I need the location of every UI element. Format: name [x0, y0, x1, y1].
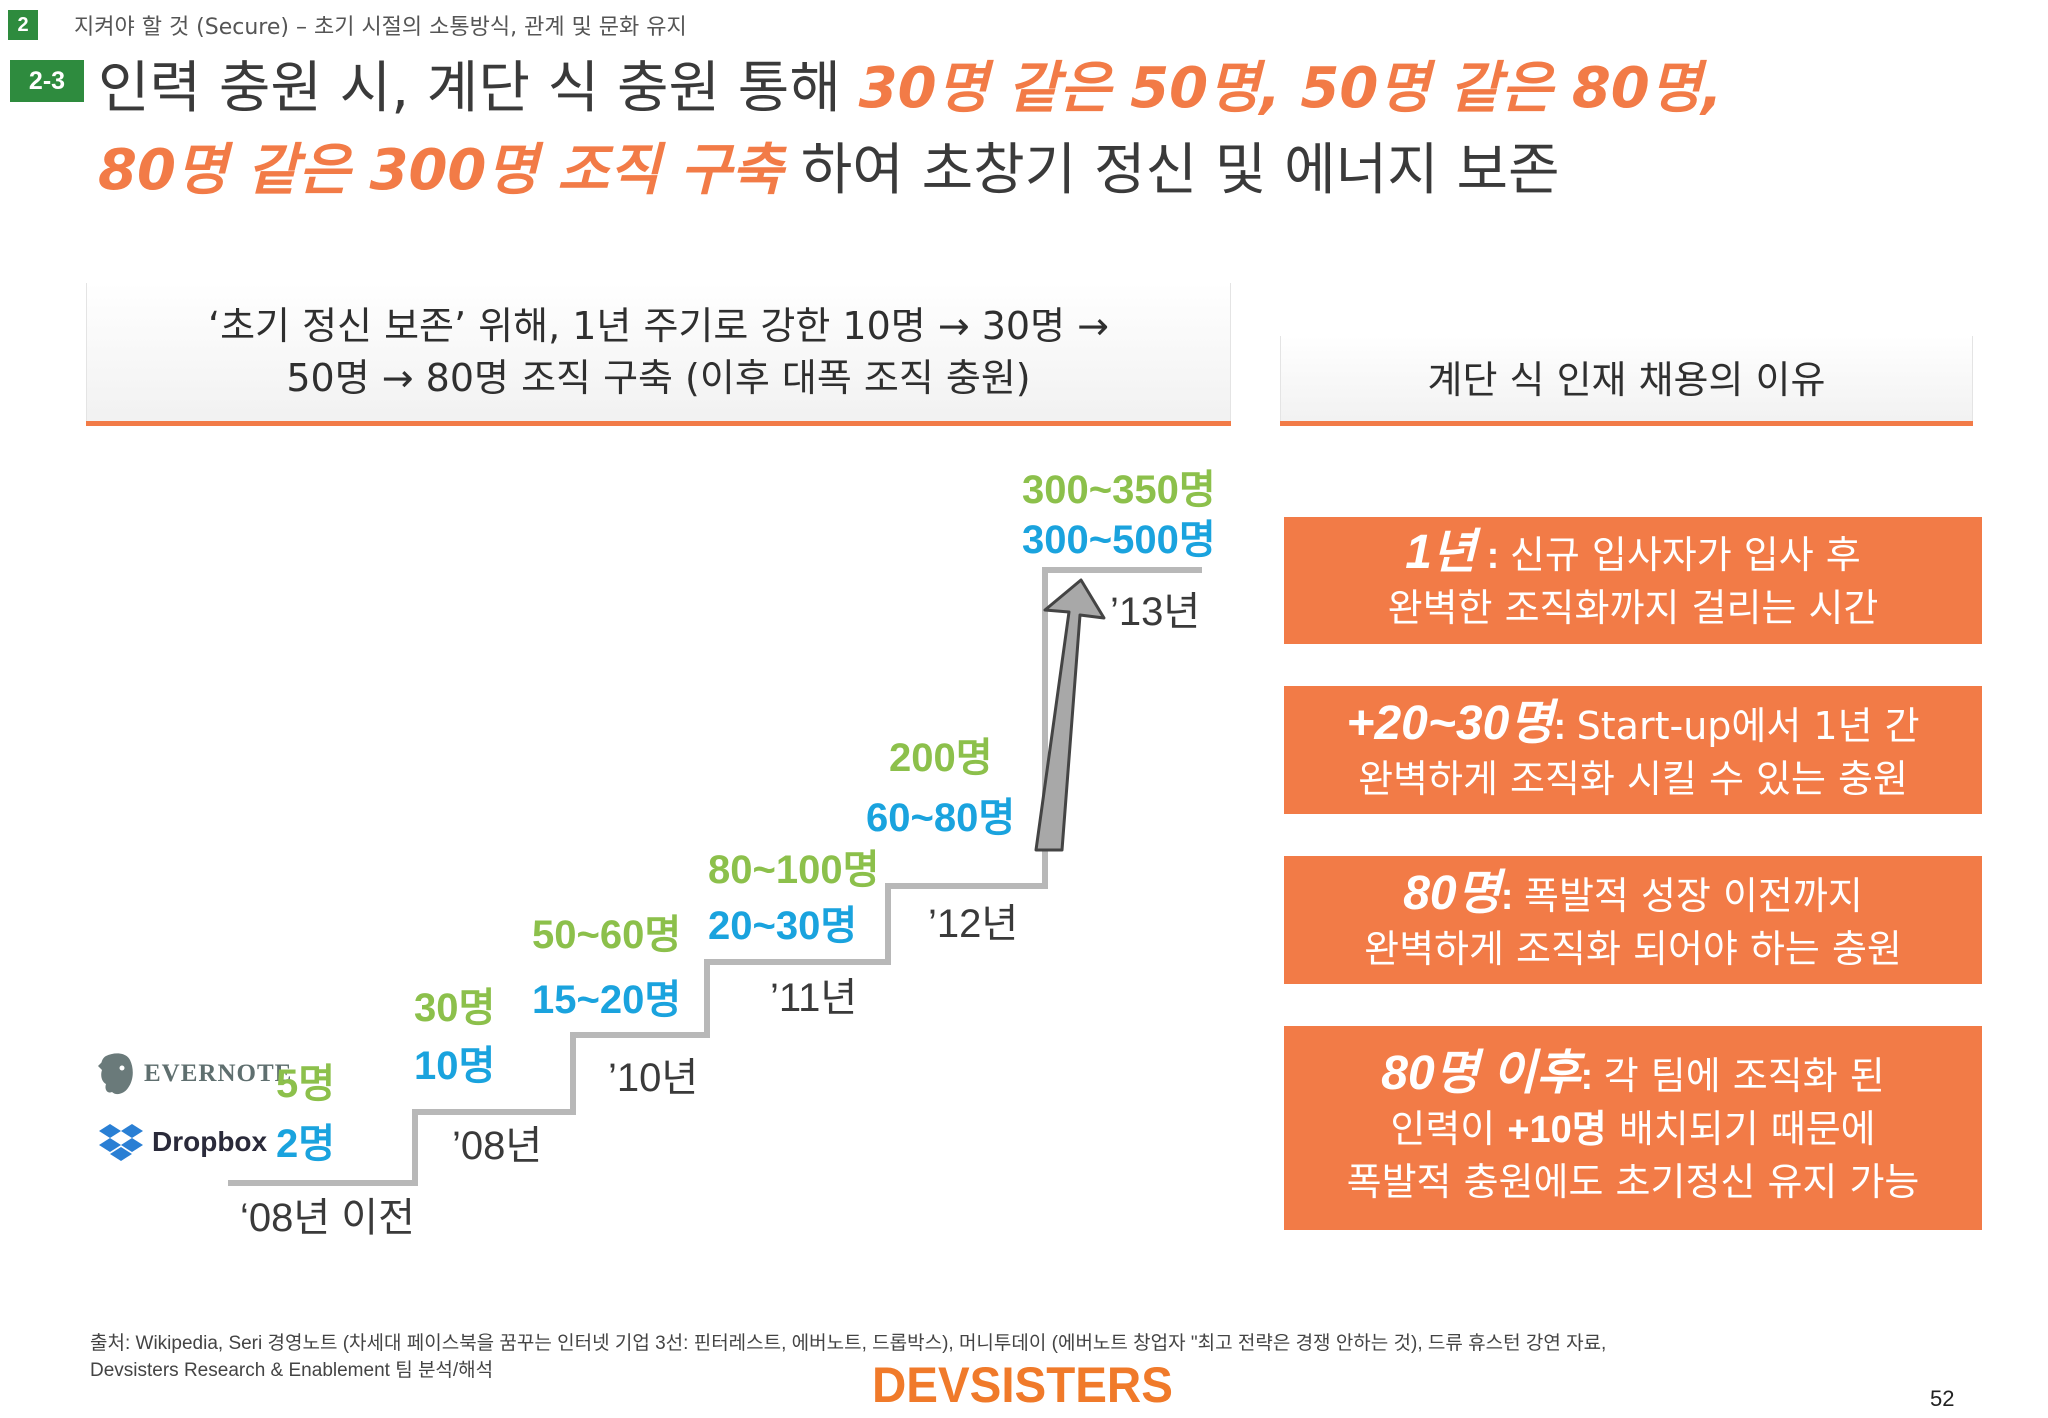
right-panel-heading-box	[1280, 336, 1973, 426]
title-line2-highlight: 80명 같은 300명 조직 구축	[98, 138, 783, 203]
reason4-text-3: 폭발적 충원에도 초기정신 유지 가능	[1346, 1160, 1920, 1204]
title-line-2: 80명 같은 300명 조직 구축 하여 초창기 정신 및 에너지 보존	[98, 130, 1998, 212]
source-line-2: Devsisters Research & Enablement 팀 분석/해석	[90, 1360, 494, 1381]
step5-evernote-count: 300~350명	[1022, 468, 1216, 512]
reason1-key: 1년	[1405, 526, 1477, 579]
right-panel-underline	[1280, 421, 1973, 426]
page-number: 52	[1930, 1386, 1955, 1411]
breadcrumb: 지켜야 할 것 (Secure) – 초기 시절의 소통방식, 관계 및 문화 …	[74, 15, 687, 40]
title-line1-plain: 인력 충원 시, 계단 식 충원 통해	[98, 56, 859, 121]
dropbox-box-icon	[99, 1124, 143, 1161]
source-line-1: 출처: Wikipedia, Seri 경영노트 (차세대 페이스북을 꿈꾸는 …	[90, 1333, 1607, 1354]
step5-year: ’13년	[1110, 590, 1201, 634]
reason3-separator: :	[1500, 876, 1524, 918]
evernote-logo-text: EVERNOTE	[144, 1060, 293, 1087]
source-note: 출처: Wikipedia, Seri 경영노트 (차세대 페이스북을 꿈꾸는 …	[90, 1330, 1950, 1384]
reason2-separator: :	[1553, 706, 1577, 748]
step4-year: ’12년	[928, 902, 1019, 946]
reason-box-1: 1년 : 신규 입사자가 입사 후 완벽한 조직화까지 걸리는 시간	[1284, 517, 1982, 644]
reason3-text-2: 완벽하게 조직화 되어야 하는 충원	[1364, 927, 1902, 971]
left-panel-heading: ‘초기 정신 보존’ 위해, 1년 주기로 강한 10명 → 30명 → 50명…	[86, 300, 1231, 404]
evernote-elephant-icon	[98, 1053, 133, 1095]
title-line-1: 인력 충원 시, 계단 식 충원 통해 30명 같은 50명, 50명 같은 8…	[98, 48, 1998, 130]
step4-evernote-count: 200명	[889, 736, 993, 780]
reason2-text-2: 완벽하게 조직화 시킬 수 있는 충원	[1358, 757, 1908, 801]
reason4-text-2a: 인력이	[1390, 1107, 1508, 1151]
reason4-text-2b: +10명	[1507, 1109, 1607, 1151]
dropbox-logo-text: Dropbox	[152, 1126, 268, 1157]
reason-box-4: 80명 이후: 각 팀에 조직화 된 인력이 +10명 배치되기 때문에 폭발적…	[1284, 1026, 1982, 1230]
reason4-line-1: 80명 이후: 각 팀에 조직화 된	[1284, 1048, 1982, 1103]
reason1-text-1: 신규 입사자가 입사 후	[1509, 533, 1861, 577]
dropbox-logo: Dropbox	[98, 1122, 267, 1162]
reason4-text-2c: 배치되기 때문에	[1606, 1107, 1876, 1151]
reason3-line-1: 80명: 폭발적 성장 이전까지	[1284, 868, 1982, 923]
reason4-key: 80명 이후	[1381, 1047, 1581, 1100]
step5-dropbox-count: 300~500명	[1022, 518, 1216, 562]
reason1-separator: :	[1476, 535, 1510, 577]
reason1-line-1: 1년 : 신규 입사자가 입사 후	[1284, 527, 1982, 582]
brand-logo: DEVSISTERS	[872, 1357, 1173, 1413]
reason2-text-1: Start-up에서 1년 간	[1576, 704, 1920, 748]
reason2-line-1: +20~30명: Start-up에서 1년 간	[1284, 698, 1982, 753]
reason4-line-2: 인력이 +10명 배치되기 때문에	[1284, 1103, 1982, 1156]
page-title: 인력 충원 시, 계단 식 충원 통해 30명 같은 50명, 50명 같은 8…	[98, 48, 1998, 212]
left-heading-line-2: 50명 → 80명 조직 구축 (이후 대폭 조직 충원)	[286, 356, 1031, 400]
step1-year: ’08년	[452, 1124, 543, 1168]
step0-evernote-count: 5명	[276, 1062, 336, 1106]
reason-box-3: 80명: 폭발적 성장 이전까지 완벽하게 조직화 되어야 하는 충원	[1284, 856, 1982, 984]
step3-evernote-count: 80~100명	[708, 848, 880, 892]
growth-arrow-icon	[1034, 578, 1106, 852]
step2-evernote-count: 50~60명	[532, 913, 682, 957]
subsection-number-badge: 2-3	[10, 60, 84, 102]
reason3-text-1: 폭발적 성장 이전까지	[1523, 874, 1863, 918]
left-panel-heading-box	[86, 283, 1231, 425]
step0-year: ‘08년 이전	[240, 1196, 415, 1240]
step2-dropbox-count: 15~20명	[532, 978, 682, 1022]
step4-dropbox-count: 60~80명	[866, 796, 1016, 840]
title-line2-plain: 하여 초창기 정신 및 에너지 보존	[782, 138, 1560, 203]
step1-dropbox-count: 10명	[414, 1044, 496, 1088]
reason3-key: 80명	[1403, 867, 1501, 920]
step0-dropbox-count: 2명	[276, 1122, 336, 1166]
section-number-badge: 2	[8, 10, 38, 40]
title-line1-highlight: 30명 같은 50명, 50명 같은 80명,	[858, 56, 1723, 121]
reason-box-2: +20~30명: Start-up에서 1년 간 완벽하게 조직화 시킬 수 있…	[1284, 686, 1982, 814]
left-panel-underline	[86, 421, 1231, 426]
step3-year: ’11년	[770, 976, 858, 1020]
reason1-text-2: 완벽한 조직화까지 걸리는 시간	[1387, 586, 1879, 630]
reason4-text-1: 각 팀에 조직화 된	[1603, 1054, 1885, 1098]
step3-dropbox-count: 20~30명	[708, 904, 858, 948]
left-heading-line-1: ‘초기 정신 보존’ 위해, 1년 주기로 강한 10명 → 30명 →	[208, 304, 1109, 348]
right-panel-heading: 계단 식 인재 채용의 이유	[1427, 358, 1826, 402]
reason2-key: +20~30명	[1346, 697, 1554, 750]
step1-evernote-count: 30명	[414, 986, 496, 1030]
step2-year: ’10년	[608, 1056, 699, 1100]
reason4-separator: :	[1580, 1056, 1604, 1098]
evernote-logo: EVERNOTE	[98, 1052, 292, 1096]
